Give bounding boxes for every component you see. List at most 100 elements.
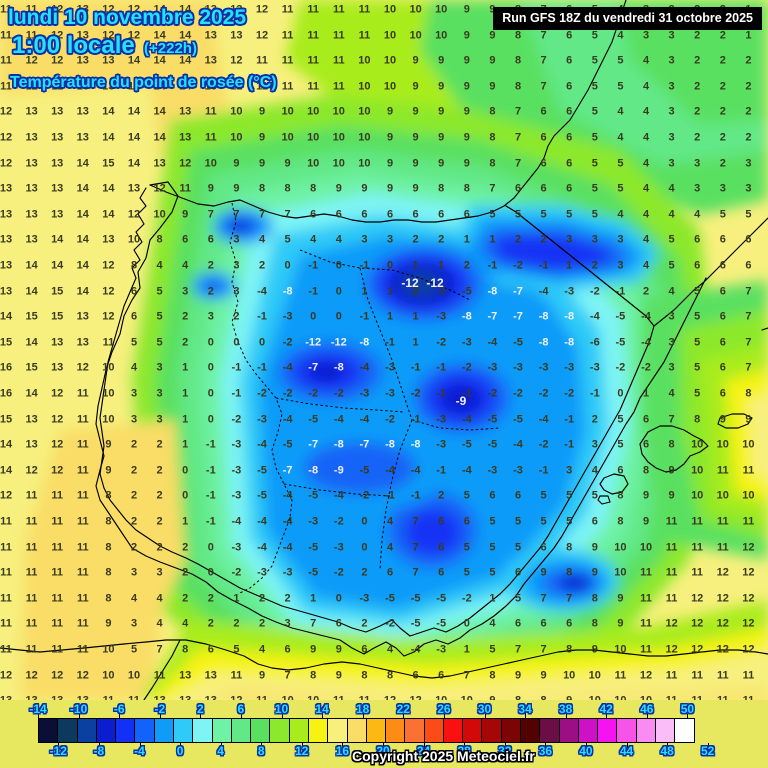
scale-tick (98, 743, 100, 749)
scale-label-upper: 30 (477, 702, 492, 716)
scale-label-upper: -6 (113, 702, 125, 716)
scale-tick (383, 743, 384, 749)
scale-tick (180, 743, 182, 749)
scale-label-upper: 2 (197, 702, 204, 716)
scale-label-upper: 22 (396, 702, 410, 716)
color-swatch[interactable] (635, 718, 656, 743)
scale-tick (626, 743, 628, 749)
color-swatch[interactable] (95, 718, 117, 743)
scale-tick (687, 712, 689, 718)
scale-label-lower: -12 (49, 744, 67, 758)
color-swatch[interactable] (38, 718, 59, 743)
scale-label-upper: 26 (437, 702, 451, 716)
scale-tick (565, 712, 567, 718)
color-scale-swatches[interactable] (38, 718, 695, 743)
scale-tick (261, 743, 263, 749)
color-swatch[interactable] (520, 718, 541, 743)
color-swatch[interactable] (385, 718, 406, 743)
scale-tick (119, 712, 121, 718)
scale-tick (58, 743, 60, 749)
scale-tick (362, 712, 364, 718)
scale-label-lower: 40 (579, 744, 593, 758)
scale-label-lower: -4 (134, 744, 145, 758)
color-swatch[interactable] (674, 718, 695, 743)
scale-tick (484, 712, 486, 718)
scale-label-lower: 12 (295, 744, 309, 758)
map-raster (0, 0, 768, 700)
scale-label-lower: 28 (457, 744, 471, 758)
copyright-notice: Copyright 2025 Meteociel.fr (352, 748, 535, 764)
color-swatch[interactable] (404, 718, 425, 743)
scale-tick (220, 743, 222, 749)
color-swatch[interactable] (423, 718, 444, 743)
color-swatch[interactable] (481, 718, 502, 743)
scale-label-upper: 38 (558, 702, 573, 716)
color-swatch[interactable] (655, 718, 676, 743)
color-swatch[interactable] (346, 718, 367, 743)
color-swatch[interactable] (307, 718, 329, 743)
model-run-banner: Run GFS 18Z du vendredi 31 octobre 2025 (493, 7, 762, 30)
scale-tick (322, 712, 324, 718)
forecast-offset: (+222h) (144, 40, 197, 57)
color-swatch[interactable] (153, 718, 174, 743)
scale-label-lower: 16 (335, 744, 350, 758)
scale-label-lower: 52 (701, 744, 715, 758)
forecast-map[interactable]: 1111121312121414131312111111111010109987… (0, 0, 768, 700)
color-swatch[interactable] (172, 718, 194, 743)
color-swatch[interactable] (597, 718, 618, 743)
scale-tick (545, 743, 547, 749)
color-swatch[interactable] (558, 718, 579, 743)
parameter-label: Température du point de rosée (°C) (10, 74, 277, 91)
scale-label-upper: 46 (640, 702, 654, 716)
scale-label-lower: -8 (93, 744, 105, 758)
color-swatch[interactable] (269, 718, 290, 743)
scale-label-upper: 18 (356, 702, 370, 716)
scale-label-upper: -14 (29, 702, 47, 716)
color-swatch[interactable] (365, 718, 387, 743)
scale-label-lower: 36 (538, 744, 553, 758)
scale-tick (464, 743, 466, 749)
scale-tick (38, 712, 39, 718)
scale-label-upper: -10 (69, 702, 88, 716)
color-scale[interactable]: -14 -10 -6 -2 2 6 10 14 18 22 26 30 34 38 42 46 50 -12 -8-… (0, 700, 768, 768)
color-swatch[interactable] (57, 718, 78, 743)
color-swatch[interactable] (250, 718, 271, 743)
scale-tick (585, 743, 587, 749)
scale-tick (159, 712, 161, 718)
color-swatch[interactable] (442, 718, 464, 743)
color-swatch[interactable] (327, 718, 348, 743)
color-swatch[interactable] (539, 718, 560, 743)
border-layer (229, 202, 655, 595)
color-swatch[interactable] (211, 718, 232, 743)
scale-label-upper: 14 (315, 702, 329, 716)
scale-tick (525, 712, 527, 718)
scale-tick (646, 712, 648, 718)
color-swatch[interactable] (500, 718, 522, 743)
scale-label-lower: 32 (498, 744, 512, 758)
color-swatch[interactable] (577, 718, 599, 743)
color-swatch[interactable] (192, 718, 213, 743)
color-swatch[interactable] (288, 718, 309, 743)
scale-label-upper: 42 (599, 702, 613, 716)
scale-tick (200, 712, 202, 718)
scale-label-upper: -2 (154, 702, 166, 716)
scale-tick (443, 712, 445, 718)
scale-tick (606, 712, 608, 718)
color-swatch[interactable] (616, 718, 637, 743)
scale-label-upper: 6 (237, 702, 245, 716)
color-swatch[interactable] (462, 718, 483, 743)
scale-label-upper: 50 (680, 702, 695, 716)
scale-label-upper: 34 (518, 702, 532, 716)
color-swatch[interactable] (230, 718, 252, 743)
color-swatch[interactable] (115, 718, 136, 743)
scale-tick (281, 712, 283, 718)
scale-tick (139, 743, 141, 749)
scale-label-lower: 24 (416, 744, 431, 758)
scale-tick (240, 712, 242, 718)
color-swatch[interactable] (134, 718, 155, 743)
color-swatch[interactable] (76, 718, 97, 743)
forecast-date: lundi 10 novembre 2025 (8, 6, 247, 29)
scale-tick (423, 743, 425, 749)
scale-label-lower: 48 (660, 744, 674, 758)
